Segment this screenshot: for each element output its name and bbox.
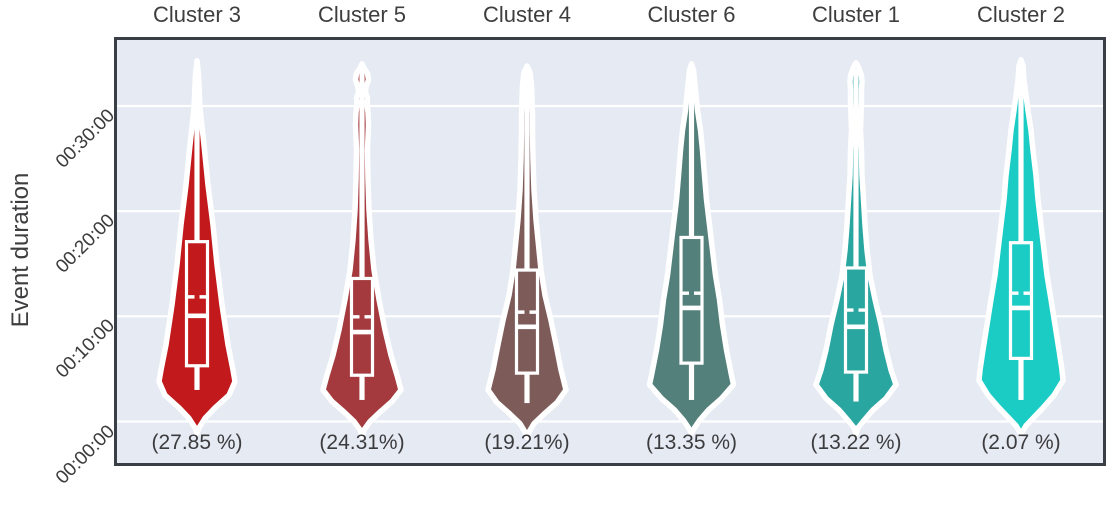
violin-shape (646, 61, 737, 436)
violin-group-cluster-6 (646, 61, 737, 436)
column-title-cluster-5: Cluster 5 (317, 2, 407, 27)
share-label-cluster-1: (13.22 %) (810, 431, 902, 454)
y-axis-label: Event duration (7, 172, 34, 328)
box-plot (184, 240, 210, 368)
violin-group-cluster-1 (813, 60, 899, 437)
box-plot (843, 266, 869, 374)
y-tick-00-20-00: 00:20:00 (51, 210, 120, 278)
column-title-cluster-3: Cluster 3 (152, 2, 242, 27)
column-title-cluster-6: Cluster 6 (647, 2, 736, 27)
column-title-cluster-1: Cluster 1 (811, 2, 901, 27)
box-plot (514, 268, 540, 375)
violin-chart (116, 56, 1104, 441)
plot-area (115, 38, 1105, 465)
y-tick-00-00-00: 00:00:00 (51, 420, 120, 488)
share-label-cluster-4: (19.21%) (484, 431, 570, 454)
share-label-cluster-6: (13.35 %) (645, 431, 738, 454)
violin-shape (976, 56, 1066, 437)
box-plot (349, 276, 375, 377)
violin-group-cluster-2 (976, 56, 1066, 437)
y-tick-00-10-00: 00:10:00 (51, 315, 120, 383)
box-plot (679, 235, 704, 365)
violin-group-cluster-5 (320, 61, 404, 439)
share-label-cluster-2: (2.07 %) (981, 431, 1061, 454)
violin-group-cluster-3 (156, 58, 238, 436)
violin-shape (156, 58, 238, 436)
box-plot (1008, 241, 1034, 360)
y-tick-00-30-00: 00:30:00 (51, 105, 120, 173)
share-label-cluster-5: (24.31%) (319, 431, 405, 454)
violin-group-cluster-4 (485, 63, 569, 441)
share-label-cluster-3: (27.85 %) (151, 431, 243, 454)
column-title-cluster-2: Cluster 2 (976, 2, 1066, 27)
column-title-cluster-4: Cluster 4 (482, 2, 572, 27)
